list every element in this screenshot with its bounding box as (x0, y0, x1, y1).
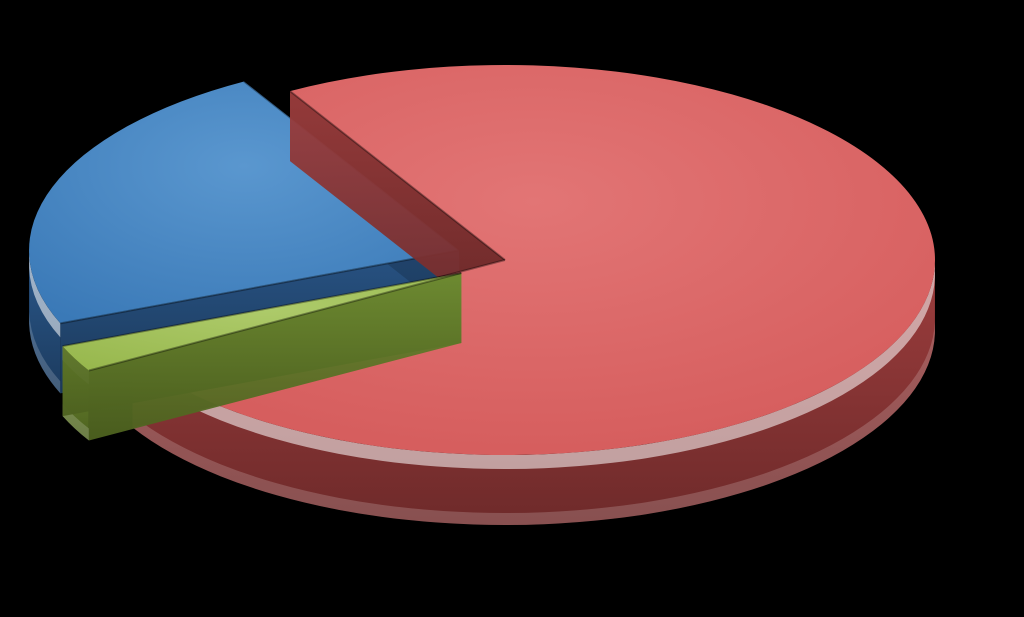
pie-3d-chart (0, 0, 1024, 617)
pie-3d-svg (0, 0, 1024, 617)
